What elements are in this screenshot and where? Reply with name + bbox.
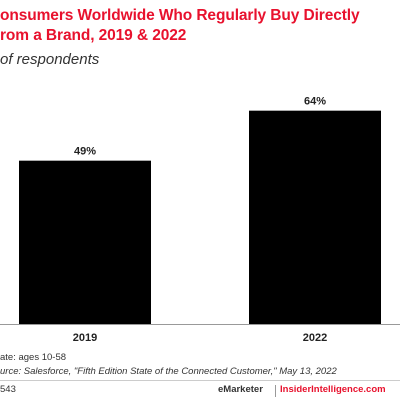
data-label-2022: 64% (304, 96, 326, 108)
chart-title-line-1: onsumers Worldwide Who Regularly Buy Dir… (0, 7, 360, 24)
x-tick-label-2019: 2019 (73, 332, 97, 344)
chart-source: urce: Salesforce, "Fifth Edition State o… (0, 366, 337, 377)
footer-divider (0, 380, 400, 381)
emarketer-logo: eMarketer (218, 384, 263, 395)
x-tick-label-2022: 2022 (303, 332, 327, 344)
chart-note: ate: ages 10-58 (0, 352, 67, 363)
chart-title: onsumers Worldwide Who Regularly Buy Dir… (0, 6, 400, 46)
chart-subtitle: of respondents (0, 51, 100, 68)
chart-title-line-2: rom a Brand, 2019 & 2022 (0, 27, 187, 44)
bar-chart: 49% 2019 64% 2022 (0, 96, 400, 344)
data-label-2019: 49% (74, 146, 96, 158)
chart-id: 543 (0, 384, 16, 395)
insider-intelligence-logo: InsiderIntelligence.com (280, 384, 386, 395)
bar-2022 (249, 110, 381, 324)
bar-2019 (19, 160, 151, 324)
brand-separator (275, 385, 276, 397)
